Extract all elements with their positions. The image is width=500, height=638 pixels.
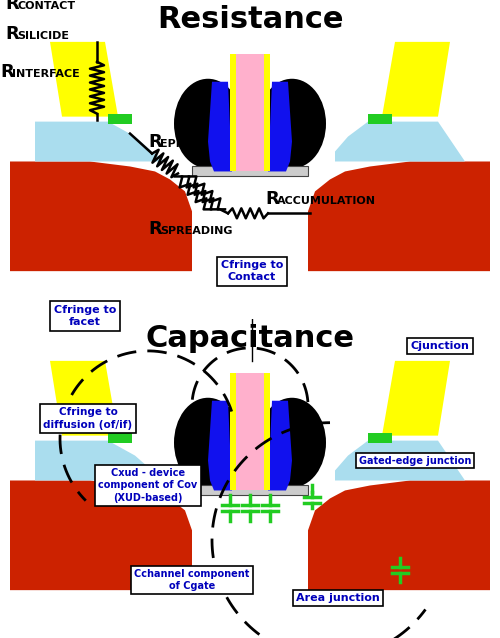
- Ellipse shape: [258, 78, 326, 168]
- Polygon shape: [50, 361, 118, 436]
- Text: Cfringe to
diffusion (of/if): Cfringe to diffusion (of/if): [44, 408, 132, 430]
- Text: R: R: [0, 63, 14, 81]
- Text: Area junction: Area junction: [296, 593, 380, 603]
- Polygon shape: [208, 82, 232, 172]
- Bar: [108, 114, 132, 124]
- Text: INTERFACE: INTERFACE: [12, 69, 80, 78]
- Polygon shape: [35, 441, 165, 480]
- Text: EPI: EPI: [160, 138, 180, 149]
- Text: R: R: [5, 0, 19, 13]
- Text: R: R: [148, 133, 162, 151]
- Text: R: R: [265, 190, 279, 209]
- Text: Capacitance: Capacitance: [146, 324, 354, 353]
- Polygon shape: [50, 42, 118, 117]
- Polygon shape: [268, 401, 292, 491]
- Polygon shape: [335, 441, 465, 480]
- Bar: [264, 373, 270, 491]
- Text: CONTACT: CONTACT: [17, 1, 75, 11]
- Bar: [236, 54, 264, 172]
- Bar: [368, 114, 392, 124]
- Bar: [190, 172, 310, 251]
- Polygon shape: [382, 361, 450, 436]
- Text: Gated-edge junction: Gated-edge junction: [359, 456, 471, 466]
- Text: Resistance: Resistance: [157, 5, 343, 34]
- Polygon shape: [268, 82, 292, 172]
- Text: SPREADING: SPREADING: [160, 226, 232, 236]
- Text: Cchannel component
of Cgate: Cchannel component of Cgate: [134, 569, 250, 591]
- Polygon shape: [208, 401, 232, 491]
- Text: ACCUMULATION: ACCUMULATION: [277, 197, 376, 206]
- Text: Cfringe to
Contact: Cfringe to Contact: [221, 260, 283, 283]
- Bar: [236, 373, 264, 491]
- Text: SILICIDE: SILICIDE: [17, 31, 69, 41]
- Bar: [190, 491, 310, 570]
- Text: Cjunction: Cjunction: [410, 341, 470, 351]
- Polygon shape: [382, 42, 450, 117]
- Polygon shape: [308, 480, 490, 590]
- Polygon shape: [335, 122, 465, 161]
- Polygon shape: [308, 161, 490, 271]
- Bar: [108, 433, 132, 443]
- Text: Cfringe to
facet: Cfringe to facet: [54, 305, 116, 327]
- Text: R: R: [5, 25, 19, 43]
- Polygon shape: [10, 480, 192, 590]
- Bar: [192, 486, 308, 496]
- Text: Cxud - device
component of Cov
(XUD-based): Cxud - device component of Cov (XUD-base…: [98, 468, 198, 503]
- Ellipse shape: [258, 397, 326, 487]
- Ellipse shape: [174, 78, 242, 168]
- Polygon shape: [10, 161, 192, 271]
- Polygon shape: [35, 122, 165, 161]
- Bar: [368, 433, 392, 443]
- Ellipse shape: [174, 397, 242, 487]
- Bar: [230, 54, 236, 172]
- Bar: [230, 373, 236, 491]
- Bar: [192, 167, 308, 177]
- Bar: [264, 54, 270, 172]
- Text: R: R: [148, 220, 162, 238]
